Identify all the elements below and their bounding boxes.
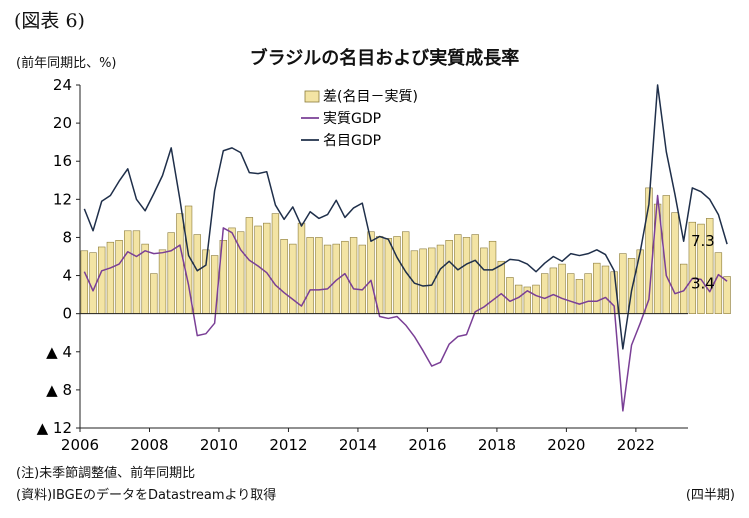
- bar-diff-23: [280, 239, 288, 314]
- x-tick-label-1: 2008: [130, 436, 168, 454]
- bar-diff-73: [714, 252, 723, 314]
- bar-diff-48: [497, 260, 505, 314]
- end-label-real: 3.4: [691, 274, 715, 292]
- y-tick-label-3: 12: [53, 190, 72, 208]
- unit-label: (前年同期比、%): [16, 56, 117, 71]
- bar-diff-33: [367, 231, 375, 314]
- end-label-nominal: 7.3: [691, 232, 715, 250]
- x-tick-label-4: 2014: [339, 436, 377, 454]
- bar-diff-31: [349, 237, 358, 314]
- y-tick-label-0: 24: [53, 76, 72, 94]
- bar-diff-69: [679, 263, 688, 314]
- bar-diff-9: [158, 249, 167, 314]
- x-tick-label-5: 2016: [408, 436, 446, 454]
- bar-diff-24: [289, 243, 297, 314]
- bar-diff-60: [601, 265, 610, 314]
- footnote-note: (注)未季節調整値、前年同期比: [16, 466, 196, 481]
- y-tick-label-1: 20: [53, 114, 72, 132]
- line-real-gdp: [83, 194, 728, 412]
- bar-diff-28: [323, 244, 332, 314]
- bar-diff-42: [445, 240, 453, 314]
- bar-diff-32: [358, 244, 366, 314]
- legend-label-2: 名目GDP: [323, 133, 381, 149]
- bar-diff-46: [480, 247, 488, 314]
- bar-series: [80, 187, 731, 314]
- bar-diff-8: [150, 273, 158, 314]
- bar-diff-39: [419, 248, 427, 314]
- bar-diff-21: [263, 222, 271, 314]
- bar-diff-53: [540, 273, 549, 314]
- bar-diff-62: [619, 253, 627, 314]
- legend-label-1: 実質GDP: [323, 111, 381, 127]
- y-tick-label-5: 4: [62, 267, 72, 285]
- x-tick-label-8: 2022: [617, 436, 655, 454]
- bar-diff-72: [706, 218, 714, 314]
- bar-diff-50: [514, 284, 523, 314]
- bar-diff-56: [567, 273, 575, 314]
- legend: 差(名目－実質) 実質GDP 名目GDP: [301, 89, 418, 149]
- bar-diff-49: [506, 277, 514, 314]
- bar-diff-36: [393, 236, 401, 314]
- bar-diff-34: [375, 236, 384, 314]
- y-tick-label-9: ▲ 12: [37, 419, 72, 437]
- bar-diff-10: [167, 232, 175, 314]
- bar-diff-68: [671, 212, 679, 314]
- bar-diff-35: [384, 238, 393, 314]
- y-tick-label-8: ▲ 8: [46, 381, 72, 399]
- end-labels: 7.3 3.4: [691, 232, 715, 292]
- bar-diff-6: [132, 230, 141, 314]
- y-tick-label-4: 8: [62, 228, 72, 246]
- line-series-group: [83, 84, 728, 412]
- legend-label-0: 差(名目－実質): [323, 89, 418, 105]
- bar-diff-3: [106, 241, 115, 314]
- bar-diff-41: [436, 244, 445, 314]
- x-tick-label-3: 2012: [269, 436, 307, 454]
- bar-diff-70: [688, 221, 697, 314]
- y-tick-label-2: 16: [53, 152, 72, 170]
- bar-diff-19: [245, 217, 254, 314]
- bar-diff-45: [471, 234, 479, 314]
- bar-diff-58: [584, 273, 592, 314]
- bar-diff-17: [228, 227, 236, 314]
- x-tick-label-6: 2018: [478, 436, 516, 454]
- footnote-source: (資料)IBGEのデータをDatastreamより取得: [16, 488, 277, 503]
- bar-diff-59: [593, 262, 601, 314]
- bar-diff-43: [454, 234, 462, 314]
- line-nominal-gdp: [83, 84, 728, 350]
- bar-diff-52: [532, 284, 540, 314]
- legend-swatch-diff: [304, 90, 320, 103]
- bar-diff-0: [80, 250, 89, 314]
- figure-label: (図表 6): [14, 10, 85, 32]
- bar-diff-57: [575, 279, 584, 314]
- x-tick-label-7: 2020: [547, 436, 585, 454]
- frequency-label: (四半期): [685, 488, 735, 503]
- bar-diff-27: [315, 237, 323, 314]
- bar-diff-22: [271, 213, 280, 314]
- bar-diff-13: [193, 234, 201, 314]
- bar-diff-26: [306, 237, 314, 314]
- x-tick-label-0: 2006: [61, 436, 99, 454]
- bar-diff-74: [723, 276, 731, 314]
- bar-diff-20: [254, 225, 262, 314]
- bar-diff-4: [115, 240, 123, 314]
- bar-diff-54: [549, 267, 558, 314]
- bar-diff-71: [697, 223, 705, 314]
- bar-diff-5: [124, 230, 132, 314]
- bar-diff-7: [141, 243, 149, 314]
- bar-diff-55: [558, 263, 566, 314]
- y-tick-label-6: 0: [62, 305, 72, 323]
- x-tick-label-2: 2010: [200, 436, 238, 454]
- bar-diff-11: [176, 213, 184, 314]
- bar-diff-2: [98, 246, 106, 314]
- bar-diff-44: [462, 237, 471, 314]
- y-tick-label-7: ▲ 4: [46, 343, 72, 361]
- chart-title: ブラジルの名目および実質成長率: [249, 48, 520, 69]
- bar-diff-1: [89, 252, 97, 314]
